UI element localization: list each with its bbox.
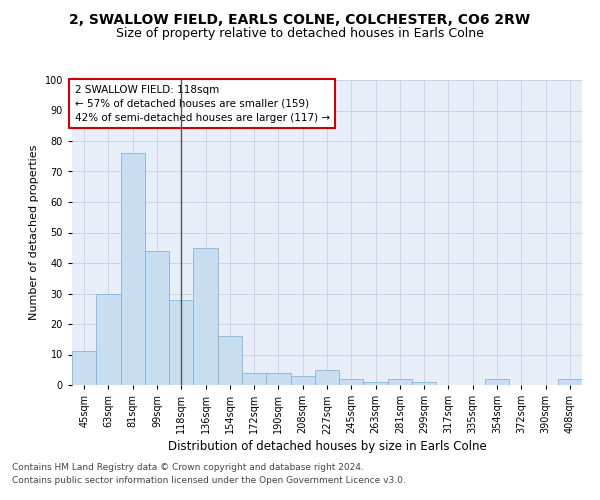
Bar xyxy=(339,379,364,385)
Bar xyxy=(145,251,169,385)
Bar xyxy=(558,379,582,385)
Bar xyxy=(193,248,218,385)
Y-axis label: Number of detached properties: Number of detached properties xyxy=(29,145,39,320)
Text: Contains HM Land Registry data © Crown copyright and database right 2024.: Contains HM Land Registry data © Crown c… xyxy=(12,464,364,472)
Text: Contains public sector information licensed under the Open Government Licence v3: Contains public sector information licen… xyxy=(12,476,406,485)
Text: 2, SWALLOW FIELD, EARLS COLNE, COLCHESTER, CO6 2RW: 2, SWALLOW FIELD, EARLS COLNE, COLCHESTE… xyxy=(70,12,530,26)
Bar xyxy=(412,382,436,385)
Bar xyxy=(96,294,121,385)
Bar xyxy=(290,376,315,385)
Text: Size of property relative to detached houses in Earls Colne: Size of property relative to detached ho… xyxy=(116,28,484,40)
Bar xyxy=(266,373,290,385)
Bar xyxy=(388,379,412,385)
Bar xyxy=(218,336,242,385)
Text: 2 SWALLOW FIELD: 118sqm
← 57% of detached houses are smaller (159)
42% of semi-d: 2 SWALLOW FIELD: 118sqm ← 57% of detache… xyxy=(74,84,329,122)
Bar xyxy=(169,300,193,385)
Bar xyxy=(485,379,509,385)
Bar xyxy=(364,382,388,385)
Bar xyxy=(315,370,339,385)
X-axis label: Distribution of detached houses by size in Earls Colne: Distribution of detached houses by size … xyxy=(167,440,487,454)
Bar xyxy=(72,352,96,385)
Bar xyxy=(121,153,145,385)
Bar xyxy=(242,373,266,385)
